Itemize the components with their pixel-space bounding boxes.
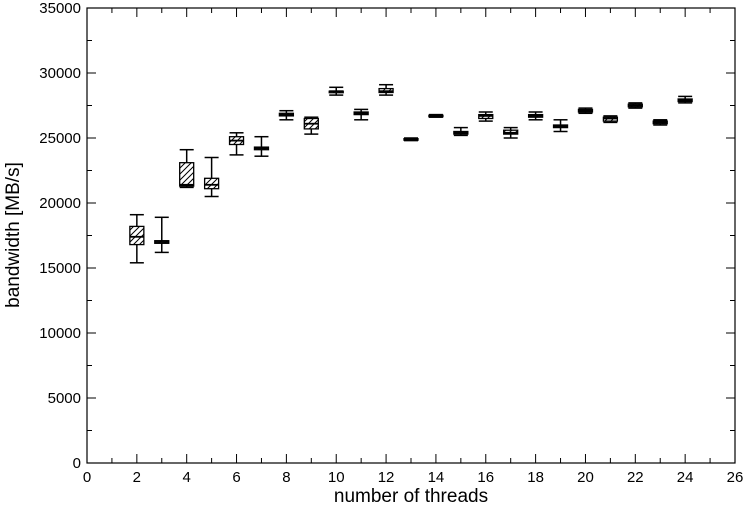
box-x-6: [228, 132, 245, 156]
box-x-5: [203, 156, 220, 198]
plot-frame: [86, 7, 736, 464]
x-tick-label: 10: [328, 469, 345, 486]
box-x-3: [154, 216, 170, 254]
box-x-10: [328, 86, 344, 96]
box-x-17: [503, 126, 519, 139]
x-tick-labels: 0 2 4 6 8 10 12 14 16 18 20 22 24 26: [83, 469, 744, 486]
box-x-7: [253, 135, 270, 157]
y-tick-labels: 0 5000 10000 15000 20000 25000 30000 35000: [39, 0, 81, 472]
x-tick-label: 0: [83, 469, 91, 486]
x-tick-label: 14: [428, 469, 445, 486]
iqr-box: [179, 162, 195, 187]
box-x-4: [179, 148, 195, 189]
box-x-13: [403, 137, 419, 142]
y-tick-label: 25000: [39, 130, 81, 147]
iqr-box: [129, 225, 145, 246]
box-x-8: [278, 109, 295, 121]
x-tick-label: 8: [282, 469, 290, 486]
x-tick-label: 16: [477, 469, 494, 486]
x-tick-label: 20: [577, 469, 594, 486]
y-tick-label: 30000: [39, 65, 81, 82]
iqr-box: [203, 177, 220, 190]
y-tick-label: 10000: [39, 325, 81, 342]
x-tick-label: 4: [183, 469, 191, 486]
box-x-20: [577, 107, 594, 115]
x-tick-label: 12: [378, 469, 395, 486]
box-x-23: [652, 119, 668, 126]
box-x-16: [478, 111, 494, 122]
box-x-24: [677, 95, 693, 104]
x-tick-label: 26: [727, 469, 744, 486]
axis-ticks: [86, 7, 736, 464]
box-x-15: [453, 126, 469, 137]
x-tick-label: 22: [627, 469, 644, 486]
x-tick-label: 24: [677, 469, 694, 486]
y-tick-label: 5000: [48, 390, 81, 407]
box-x-22: [627, 102, 643, 109]
x-tick-label: 6: [232, 469, 240, 486]
y-tick-label: 35000: [39, 0, 81, 17]
box-x-14: [428, 113, 444, 118]
box-x-2: [129, 213, 145, 264]
box-x-19: [552, 119, 569, 133]
y-tick-label: 15000: [39, 260, 81, 277]
box-x-18: [527, 111, 544, 121]
x-tick-label: 18: [527, 469, 544, 486]
y-tick-label: 20000: [39, 195, 81, 212]
box-x-9: [303, 116, 319, 135]
x-tick-label: 2: [133, 469, 141, 486]
box-x-21: [602, 115, 619, 124]
boxes: [129, 83, 693, 264]
y-tick-label: 0: [73, 455, 81, 472]
y-axis-label: bandwidth [MB/s]: [3, 162, 24, 308]
box-x-11: [353, 108, 369, 121]
x-axis-label: number of threads: [334, 486, 488, 507]
box-x-12: [378, 83, 394, 96]
